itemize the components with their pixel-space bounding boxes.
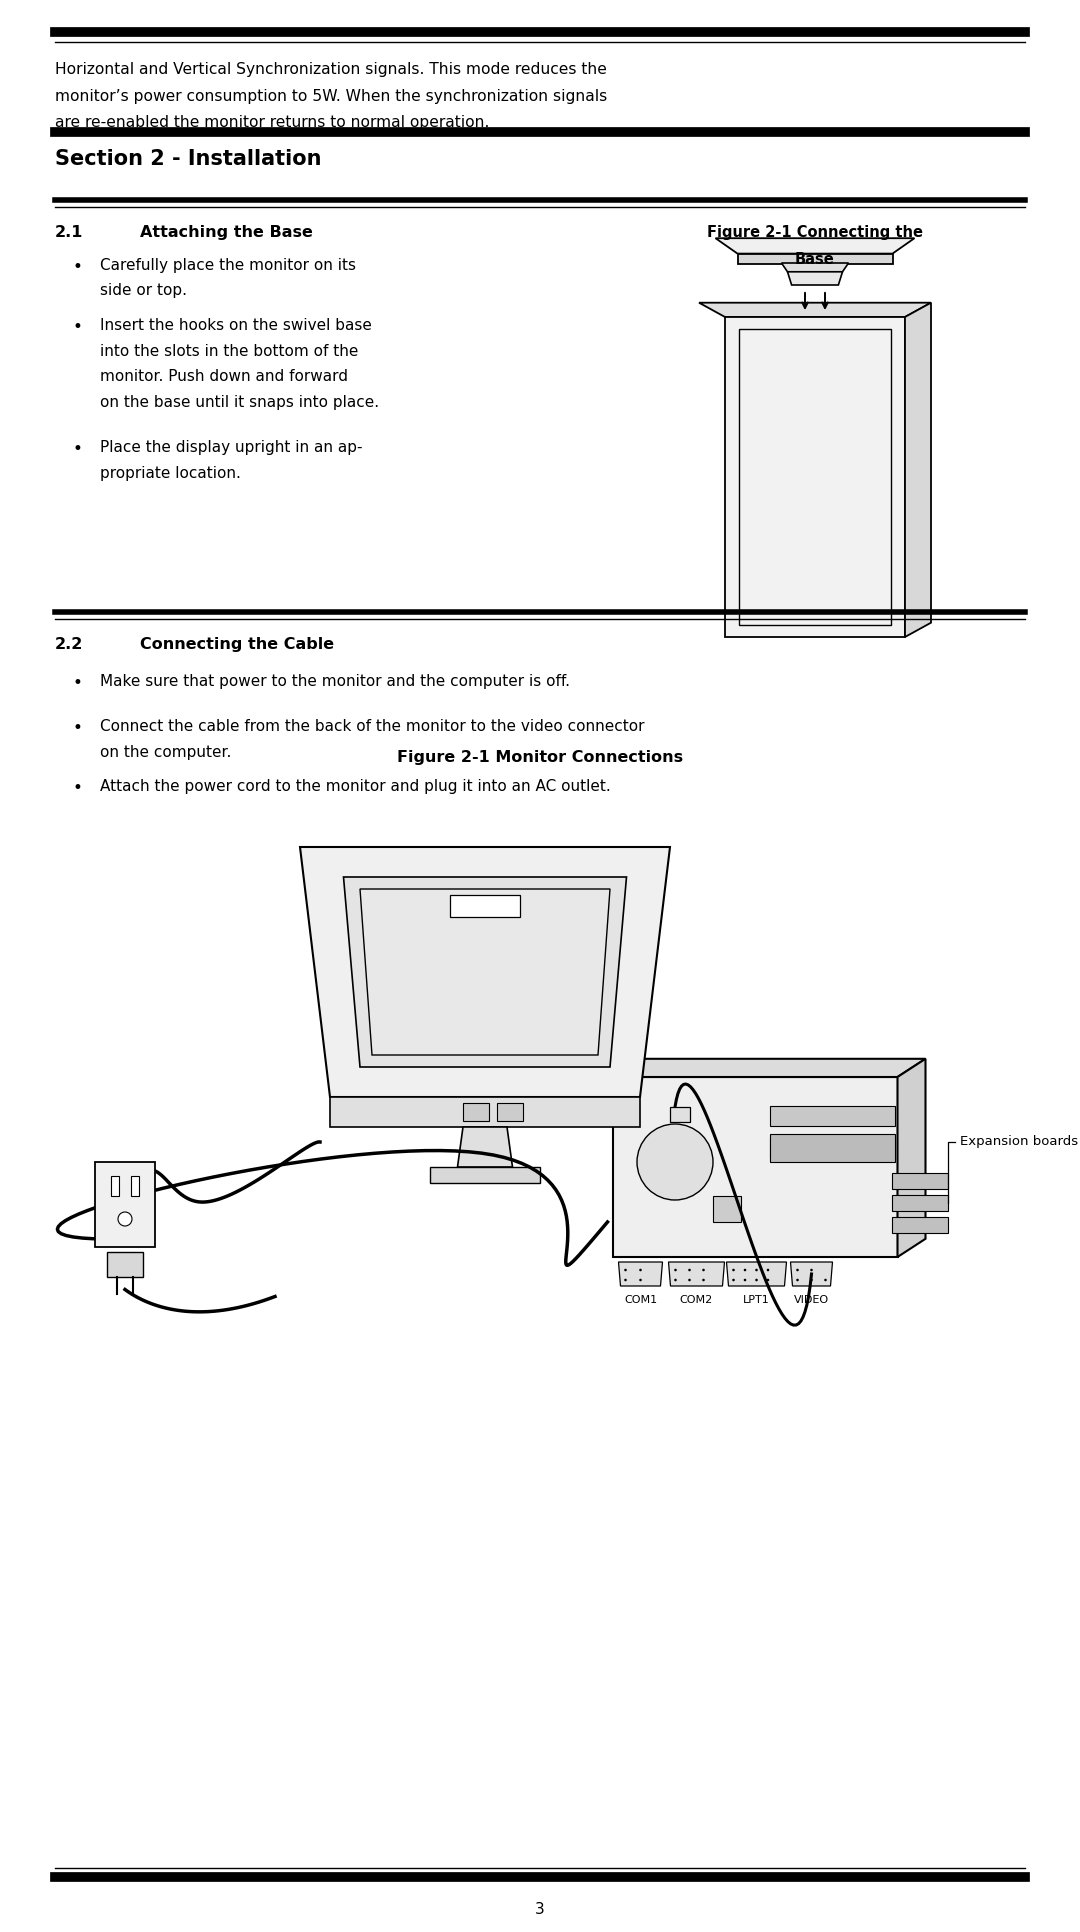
Polygon shape <box>619 1262 662 1287</box>
Text: •: • <box>72 674 82 692</box>
Bar <box>111 1177 119 1196</box>
Polygon shape <box>300 846 670 1097</box>
Text: 2.2: 2.2 <box>55 638 83 651</box>
Circle shape <box>639 1269 642 1271</box>
Bar <box>430 1167 540 1182</box>
Text: are re-enabled the monitor returns to normal operation.: are re-enabled the monitor returns to no… <box>55 116 489 129</box>
Bar <box>892 1173 947 1188</box>
Text: Base: Base <box>795 251 835 267</box>
Bar <box>450 895 519 918</box>
Text: Connect the cable from the back of the monitor to the video connector: Connect the cable from the back of the m… <box>100 719 645 734</box>
Circle shape <box>624 1279 626 1281</box>
Bar <box>497 1103 523 1121</box>
Text: monitor’s power consumption to 5W. When the synchronization signals: monitor’s power consumption to 5W. When … <box>55 89 607 104</box>
Text: Expansion boards: Expansion boards <box>960 1136 1079 1148</box>
Circle shape <box>732 1279 734 1281</box>
Polygon shape <box>699 303 931 317</box>
Text: Section 2 - Installation: Section 2 - Installation <box>55 149 322 168</box>
Bar <box>713 1196 741 1223</box>
Polygon shape <box>725 317 905 638</box>
Polygon shape <box>360 889 610 1055</box>
Text: monitor. Push down and forward: monitor. Push down and forward <box>100 369 348 384</box>
Polygon shape <box>727 1262 786 1287</box>
Polygon shape <box>791 1262 833 1287</box>
Circle shape <box>702 1269 705 1271</box>
Bar <box>892 1196 947 1211</box>
Text: on the base until it snaps into place.: on the base until it snaps into place. <box>100 394 379 410</box>
Polygon shape <box>897 1059 926 1258</box>
Text: 2.1: 2.1 <box>55 224 83 240</box>
Circle shape <box>810 1279 813 1281</box>
Bar <box>770 1134 895 1161</box>
Circle shape <box>688 1269 691 1271</box>
Circle shape <box>744 1279 746 1281</box>
Circle shape <box>744 1269 746 1271</box>
Text: •: • <box>72 440 82 458</box>
Bar <box>770 1105 895 1126</box>
Text: •: • <box>72 319 82 336</box>
Text: Insert the hooks on the swivel base: Insert the hooks on the swivel base <box>100 319 372 332</box>
Text: Figure 2-1 Connecting the: Figure 2-1 Connecting the <box>707 224 923 240</box>
Circle shape <box>702 1279 705 1281</box>
Text: Connecting the Cable: Connecting the Cable <box>140 638 334 651</box>
Circle shape <box>796 1269 799 1271</box>
Bar <box>131 1177 139 1196</box>
Circle shape <box>732 1269 734 1271</box>
Circle shape <box>118 1211 132 1227</box>
Circle shape <box>674 1269 677 1271</box>
Text: Carefully place the monitor on its: Carefully place the monitor on its <box>100 259 356 272</box>
Text: •: • <box>72 719 82 736</box>
Circle shape <box>824 1279 827 1281</box>
Polygon shape <box>787 272 842 286</box>
Text: VIDEO: VIDEO <box>794 1294 829 1304</box>
Circle shape <box>755 1279 758 1281</box>
Bar <box>107 1252 143 1277</box>
Polygon shape <box>612 1076 897 1258</box>
Text: COM1: COM1 <box>624 1294 657 1304</box>
Text: LPT1: LPT1 <box>743 1294 770 1304</box>
Text: Horizontal and Vertical Synchronization signals. This mode reduces the: Horizontal and Vertical Synchronization … <box>55 62 607 77</box>
Text: 3: 3 <box>535 1903 545 1917</box>
Circle shape <box>688 1279 691 1281</box>
Text: into the slots in the bottom of the: into the slots in the bottom of the <box>100 344 359 359</box>
Polygon shape <box>738 253 892 263</box>
Circle shape <box>624 1269 626 1271</box>
Text: Attach the power cord to the monitor and plug it into an AC outlet.: Attach the power cord to the monitor and… <box>100 779 611 794</box>
Polygon shape <box>669 1262 725 1287</box>
Circle shape <box>796 1279 799 1281</box>
Bar <box>670 1107 690 1122</box>
Text: side or top.: side or top. <box>100 284 187 299</box>
Circle shape <box>810 1269 813 1271</box>
Text: •: • <box>72 779 82 798</box>
Polygon shape <box>330 1097 640 1126</box>
Text: COM2: COM2 <box>680 1294 713 1304</box>
Text: •: • <box>72 259 82 276</box>
Circle shape <box>639 1279 642 1281</box>
Bar <box>770 1138 895 1157</box>
Bar <box>463 1103 489 1121</box>
Text: Place the display upright in an ap-: Place the display upright in an ap- <box>100 440 363 456</box>
Polygon shape <box>458 1126 513 1167</box>
Circle shape <box>674 1279 677 1281</box>
Circle shape <box>637 1124 713 1200</box>
Polygon shape <box>612 1059 926 1076</box>
Polygon shape <box>343 877 626 1066</box>
Polygon shape <box>782 263 849 272</box>
Polygon shape <box>905 303 931 638</box>
Text: Attaching the Base: Attaching the Base <box>140 224 313 240</box>
Text: Figure 2-1 Monitor Connections: Figure 2-1 Monitor Connections <box>397 750 683 765</box>
Circle shape <box>767 1279 769 1281</box>
Text: on the computer.: on the computer. <box>100 744 231 759</box>
Bar <box>95 1161 156 1246</box>
Circle shape <box>755 1269 758 1271</box>
Text: Make sure that power to the monitor and the computer is off.: Make sure that power to the monitor and … <box>100 674 570 690</box>
Text: propriate location.: propriate location. <box>100 466 241 481</box>
Circle shape <box>767 1269 769 1271</box>
Polygon shape <box>715 238 915 253</box>
Bar <box>892 1217 947 1233</box>
